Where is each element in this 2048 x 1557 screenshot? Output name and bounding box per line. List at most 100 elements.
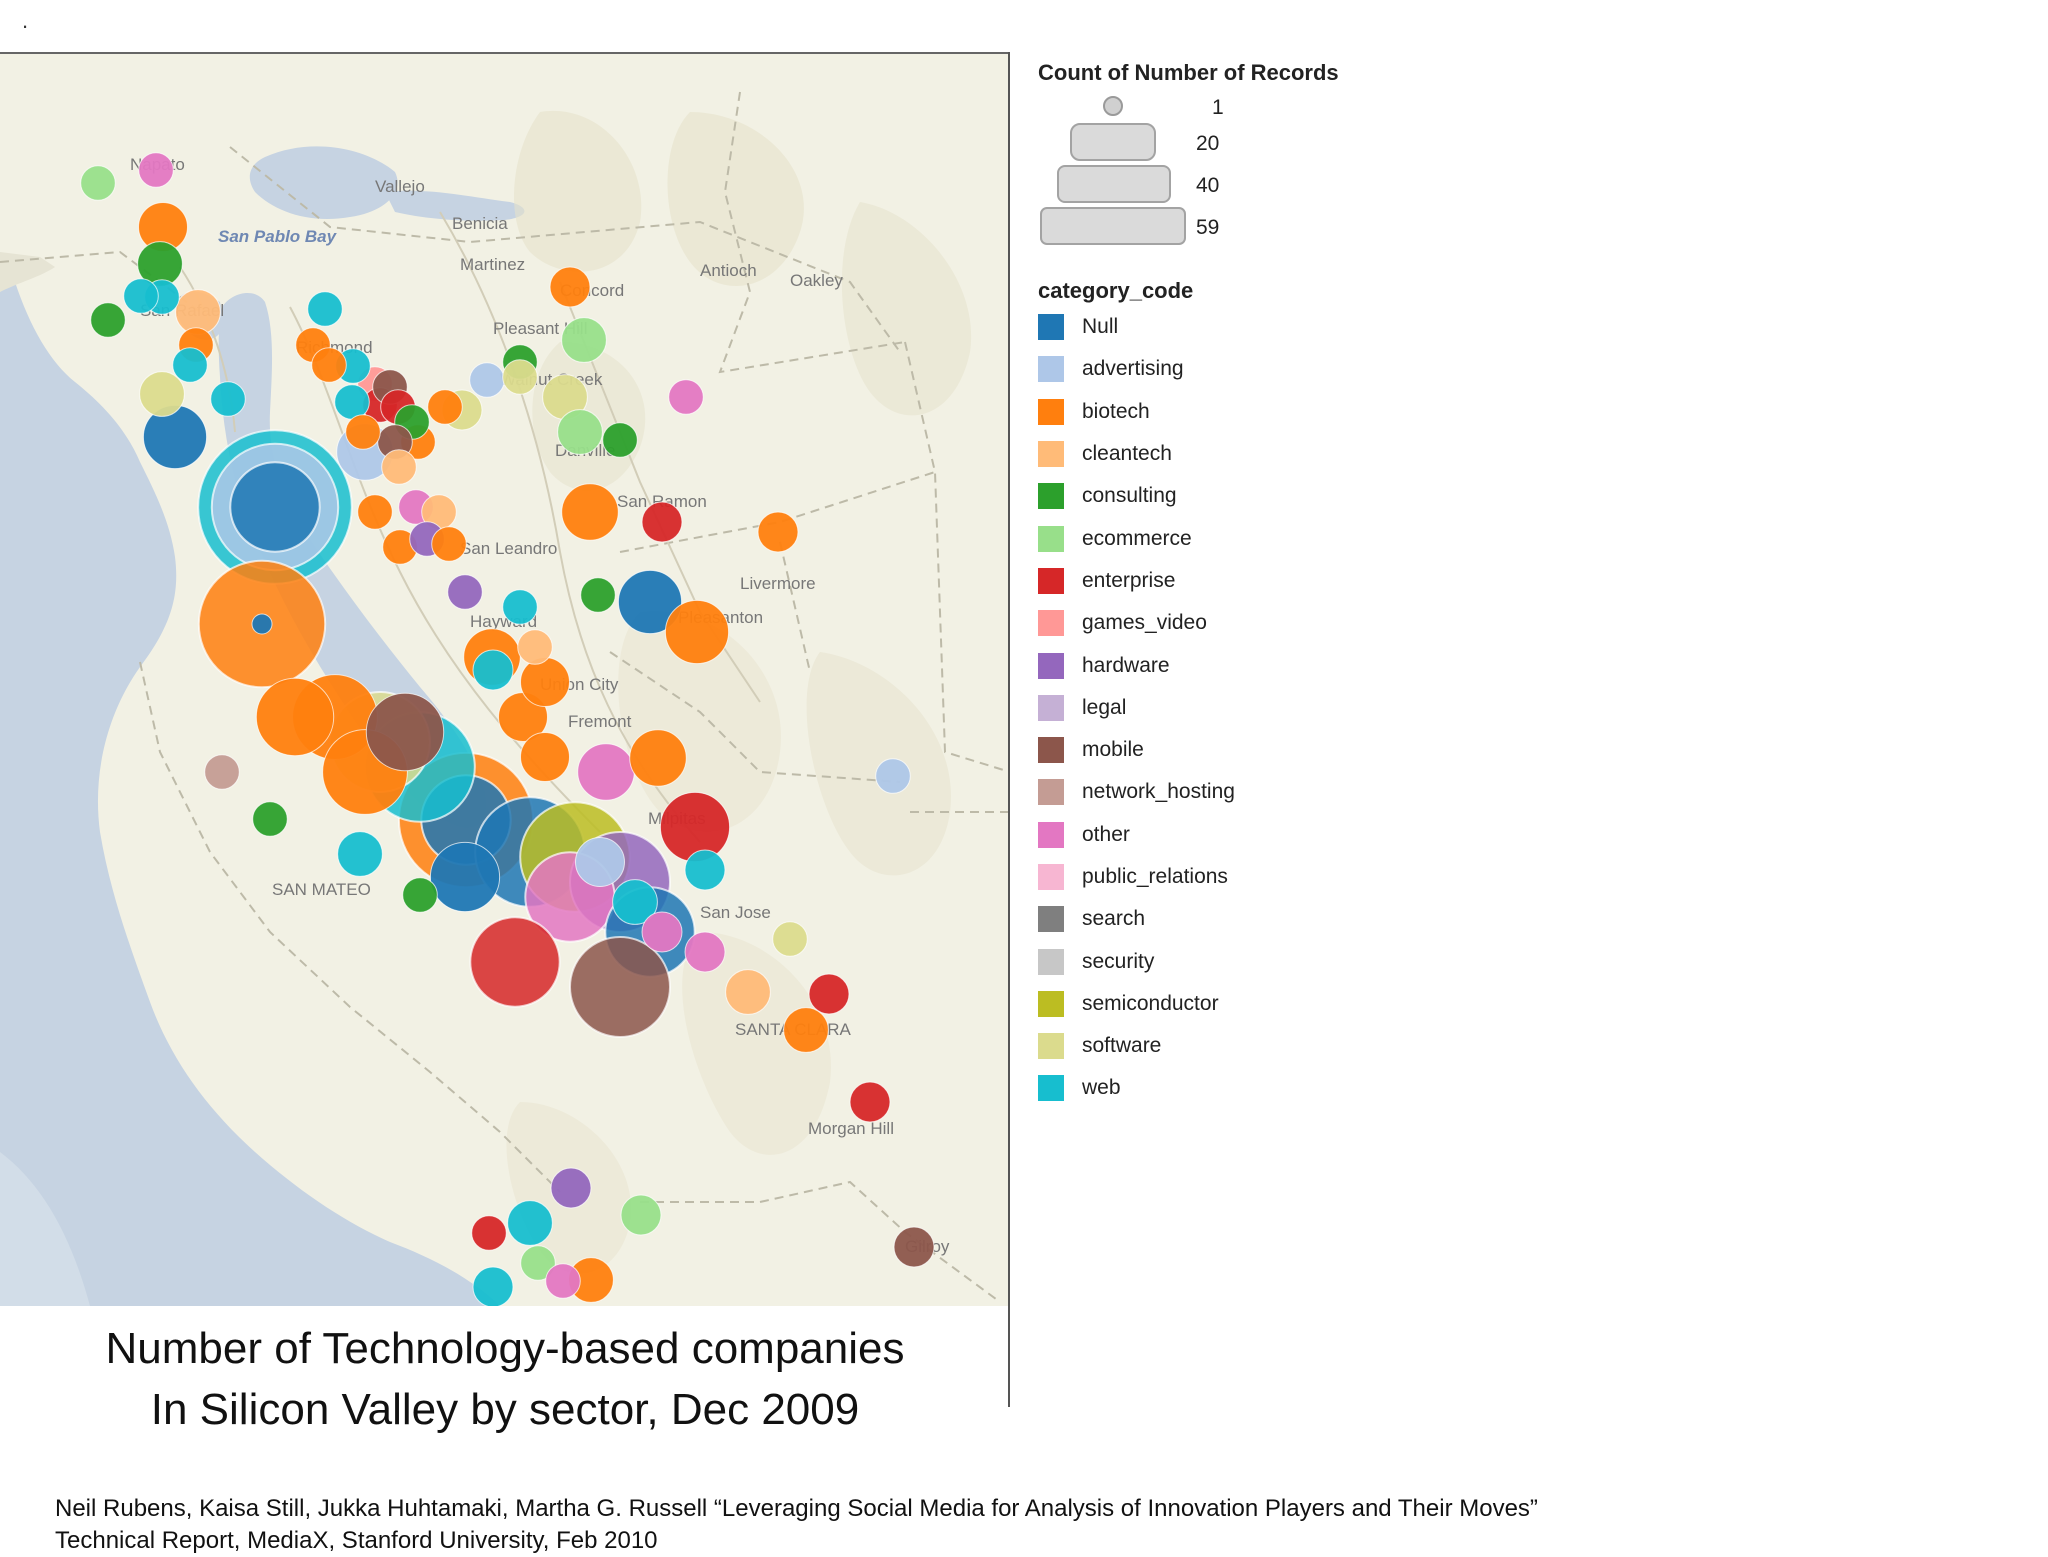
company-bubble-consulting[interactable]	[602, 422, 638, 458]
place-label-vallejo: Vallejo	[375, 177, 425, 196]
company-bubble-web[interactable]	[337, 831, 383, 877]
legend-label: search	[1082, 907, 1146, 931]
company-bubble-hardware[interactable]	[447, 574, 483, 610]
company-bubble-ecommerce[interactable]	[561, 317, 607, 363]
company-bubbles[interactable]	[80, 152, 935, 1306]
legend-label: public_relations	[1082, 865, 1228, 888]
company-bubble-advertising[interactable]	[575, 837, 625, 887]
legend-swatch	[1038, 610, 1064, 637]
company-bubble-consulting[interactable]	[580, 577, 616, 613]
company-bubble-other[interactable]	[668, 379, 704, 415]
legend-swatch	[1038, 864, 1064, 890]
company-bubble-software[interactable]	[139, 371, 185, 417]
company-bubble-biotech[interactable]	[629, 729, 687, 787]
company-bubble-advertising[interactable]	[875, 758, 911, 794]
company-bubble-web[interactable]	[307, 291, 343, 327]
company-bubble-other[interactable]	[641, 911, 683, 953]
legend-swatch	[1038, 737, 1064, 764]
company-bubble-ecommerce[interactable]	[80, 165, 116, 201]
company-bubble-advertising[interactable]	[469, 362, 505, 398]
company-bubble-cleantech[interactable]	[517, 629, 553, 665]
company-bubble-biotech[interactable]	[311, 347, 347, 383]
company-bubble-biotech[interactable]	[427, 389, 463, 425]
company-bubble-biotech[interactable]	[783, 1007, 829, 1053]
company-bubble-consulting[interactable]	[402, 877, 438, 913]
company-bubble-web[interactable]	[123, 278, 159, 314]
company-bubble-consulting[interactable]	[90, 302, 126, 338]
legend-item-semiconductor: semiconductor	[1038, 983, 1378, 1025]
corner-dot: .	[22, 8, 29, 33]
company-bubble-cleantech[interactable]	[381, 449, 417, 485]
company-bubble-other[interactable]	[577, 743, 635, 801]
size-legend-label-59: 59	[1196, 216, 1219, 239]
company-bubble-biotech[interactable]	[520, 657, 570, 707]
place-label-fremont: Fremont	[568, 712, 632, 731]
company-bubble-web[interactable]	[472, 649, 514, 691]
company-bubble-mobile[interactable]	[365, 692, 445, 772]
company-bubble-other[interactable]	[545, 1263, 581, 1299]
company-bubble-web[interactable]	[507, 1200, 553, 1246]
company-bubble-enterprise[interactable]	[808, 973, 850, 1015]
legend-item-cleantech: cleantech	[1038, 433, 1378, 475]
legend-swatch	[1038, 356, 1064, 383]
company-bubble-biotech[interactable]	[757, 511, 799, 553]
company-bubble-enterprise[interactable]	[849, 1081, 891, 1123]
company-bubble-null[interactable]	[617, 569, 683, 635]
company-bubble-enterprise[interactable]	[641, 501, 683, 543]
company-bubble-enterprise[interactable]	[469, 916, 561, 1008]
company-bubble-biotech[interactable]	[345, 414, 381, 450]
company-bubble-consulting[interactable]	[252, 801, 288, 837]
company-bubble-ecommerce[interactable]	[520, 1245, 556, 1281]
legend-swatch	[1038, 694, 1064, 721]
company-bubble-biotech[interactable]	[561, 483, 619, 541]
company-bubble-enterprise[interactable]	[471, 1215, 507, 1251]
company-bubble-software[interactable]	[502, 359, 538, 395]
place-label-livermore: Livermore	[740, 574, 816, 593]
company-bubble-software[interactable]	[772, 921, 808, 957]
company-bubble-web[interactable]	[210, 381, 246, 417]
size-legend-label-20: 20	[1196, 132, 1219, 155]
company-bubble-null[interactable]	[429, 841, 501, 913]
company-bubble-ecommerce[interactable]	[620, 1194, 662, 1236]
legend-swatch	[1038, 779, 1064, 806]
legend-label: cleantech	[1082, 442, 1172, 466]
company-bubble-web[interactable]	[472, 1266, 514, 1306]
company-bubble-network-hosting[interactable]	[204, 754, 240, 790]
legend-label: games_video	[1082, 611, 1207, 635]
company-bubble-web[interactable]	[334, 384, 370, 420]
bay-area-map[interactable]: NapatoVallejoSan Pablo BayBeniciaMartine…	[0, 52, 1010, 1306]
company-bubble-biotech[interactable]	[431, 526, 467, 562]
company-bubble-enterprise[interactable]	[659, 791, 731, 863]
company-bubble-mobile[interactable]	[569, 936, 671, 1038]
company-bubble-null[interactable]	[229, 461, 321, 553]
legend-item-software: software	[1038, 1025, 1378, 1067]
legend-label: advertising	[1082, 357, 1184, 381]
company-bubble-web[interactable]	[612, 879, 658, 925]
company-bubble-web[interactable]	[684, 849, 726, 891]
company-bubble-biotech[interactable]	[664, 599, 730, 665]
company-bubble-biotech[interactable]	[520, 732, 570, 782]
company-bubble-other[interactable]	[138, 152, 174, 188]
legend-item-web: web	[1038, 1067, 1378, 1109]
size-legend-title: Count of Number of Records	[1038, 60, 1339, 85]
company-bubble-ecommerce[interactable]	[557, 409, 603, 455]
company-bubble-web[interactable]	[172, 347, 208, 383]
map-canvas[interactable]: NapatoVallejoSan Pablo BayBeniciaMartine…	[0, 52, 1010, 1306]
size-legend-shape-59	[1040, 207, 1186, 245]
place-label-benicia: Benicia	[452, 214, 508, 233]
legend-item-public-relations: public_relations	[1038, 856, 1378, 898]
legend-label: network_hosting	[1082, 780, 1235, 804]
legend-label: Null	[1082, 315, 1119, 339]
company-bubble-other[interactable]	[684, 931, 726, 973]
company-bubble-cleantech[interactable]	[725, 969, 771, 1015]
citation-line-2: Technical Report, MediaX, Stanford Unive…	[55, 1527, 658, 1554]
company-bubble-null[interactable]	[251, 613, 273, 635]
legend-item-enterprise: enterprise	[1038, 560, 1378, 602]
company-bubble-biotech[interactable]	[549, 266, 591, 308]
company-bubble-mobile[interactable]	[893, 1226, 935, 1268]
company-bubble-biotech[interactable]	[357, 494, 393, 530]
company-bubble-web[interactable]	[502, 589, 538, 625]
company-bubble-biotech[interactable]	[255, 677, 335, 757]
company-bubble-hardware[interactable]	[550, 1167, 592, 1209]
size-legend-shape-40	[1057, 165, 1171, 203]
